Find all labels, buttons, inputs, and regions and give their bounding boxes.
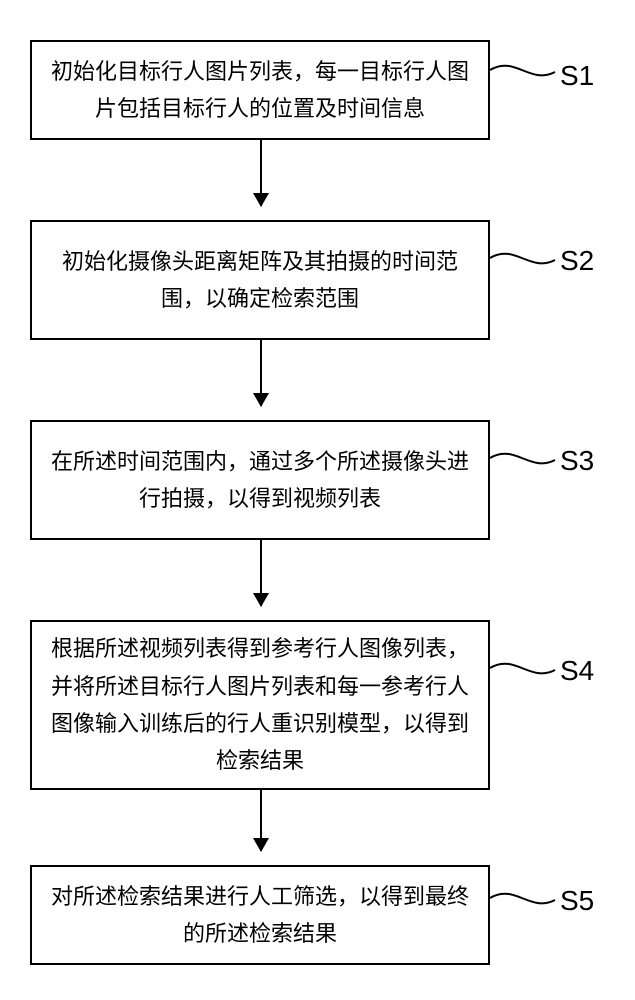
step-label-s1: S1: [560, 60, 594, 92]
arrow-s1-s2: [260, 140, 262, 206]
connector-path: [490, 66, 555, 76]
step-box-s4: 根据所述视频列表得到参考行人图像列表，并将所述目标行人图片列表和每一参考行人图像…: [30, 620, 490, 790]
connector-path: [490, 254, 555, 264]
arrow-s2-s3: [260, 340, 262, 406]
connector-path: [490, 454, 555, 464]
step-text: 对所述检索结果进行人工筛选，以得到最终的所述检索结果: [50, 878, 470, 953]
connector-path: [490, 664, 555, 674]
step-box-s1: 初始化目标行人图片列表，每一目标行人图片包括目标行人的位置及时间信息: [30, 40, 490, 140]
step-text: 初始化目标行人图片列表，每一目标行人图片包括目标行人的位置及时间信息: [50, 53, 470, 128]
step-label-s4: S4: [560, 655, 594, 687]
step-box-s2: 初始化摄像头距离矩阵及其拍摄的时间范围，以确定检索范围: [30, 220, 490, 340]
step-text: 初始化摄像头距离矩阵及其拍摄的时间范围，以确定检索范围: [50, 243, 470, 318]
step-box-s5: 对所述检索结果进行人工筛选，以得到最终的所述检索结果: [30, 865, 490, 965]
step-box-s3: 在所述时间范围内，通过多个所述摄像头进行拍摄，以得到视频列表: [30, 420, 490, 540]
arrow-s4-s5: [260, 790, 262, 851]
flowchart-canvas: 初始化目标行人图片列表，每一目标行人图片包括目标行人的位置及时间信息 S1 初始…: [0, 0, 635, 1000]
step-label-s3: S3: [560, 445, 594, 477]
arrow-s3-s4: [260, 540, 262, 606]
step-label-s5: S5: [560, 885, 594, 917]
step-label-s2: S2: [560, 245, 594, 277]
connector-path: [490, 894, 555, 904]
step-text: 根据所述视频列表得到参考行人图像列表，并将所述目标行人图片列表和每一参考行人图像…: [50, 630, 470, 780]
step-text: 在所述时间范围内，通过多个所述摄像头进行拍摄，以得到视频列表: [50, 443, 470, 518]
